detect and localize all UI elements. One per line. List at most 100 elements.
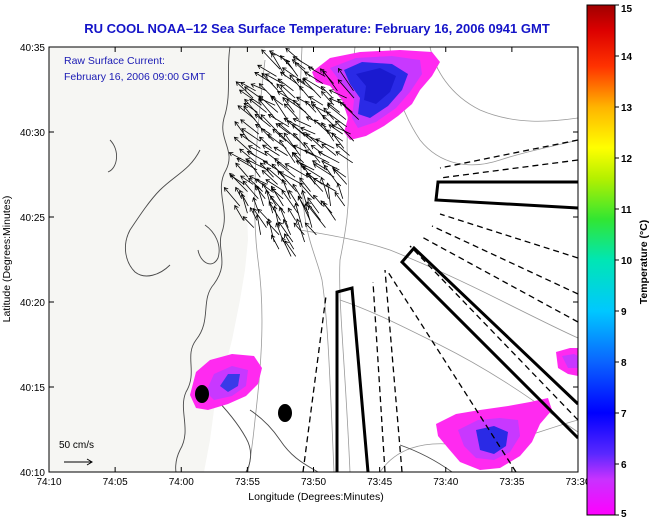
- current-vector: [277, 78, 294, 92]
- current-vector: [234, 204, 244, 221]
- current-vector: [335, 143, 350, 156]
- x-tick-label: 73:35: [499, 477, 524, 488]
- current-vector: [259, 136, 272, 149]
- current-vector: [273, 146, 288, 156]
- current-vector: [276, 161, 296, 178]
- current-vector: [302, 78, 322, 99]
- current-vector: [240, 119, 259, 135]
- current-vector: [279, 71, 297, 84]
- current-vector: [322, 70, 338, 92]
- current-vector: [259, 162, 274, 178]
- current-vector: [323, 202, 336, 221]
- y-axis-label: Latitude (Degrees:Minutes): [1, 196, 13, 323]
- x-tick-label: 73:55: [235, 477, 260, 488]
- current-vector: [281, 236, 292, 257]
- current-vector: [335, 120, 355, 142]
- current-vector: [305, 100, 317, 113]
- current-scale-arrow: [64, 458, 93, 466]
- colorbar-tick-label: 8: [621, 358, 627, 369]
- current-vector: [320, 85, 333, 99]
- current-vector: [278, 132, 296, 149]
- current-vector: [336, 182, 344, 199]
- current-vector: [326, 111, 347, 128]
- y-tick-label: 40:10: [20, 468, 45, 479]
- current-vector: [234, 120, 250, 142]
- colorbar-tick-label: 6: [621, 460, 627, 471]
- current-vector: [331, 124, 351, 135]
- current-vector: [288, 189, 299, 207]
- colorbar: [586, 4, 616, 516]
- current-vector: [268, 200, 281, 221]
- current-vector: [321, 160, 340, 171]
- current-vector: [285, 47, 302, 63]
- current-vector: [321, 90, 335, 106]
- current-vector: [257, 208, 269, 221]
- current-vector: [249, 98, 267, 113]
- y-tick-label: 40:15: [20, 383, 45, 394]
- current-vector: [307, 197, 320, 214]
- shipping-lane-dashed-lines: [302, 139, 578, 472]
- current-vector: [281, 189, 299, 214]
- current-vector: [257, 64, 277, 77]
- current-vector: [303, 203, 313, 228]
- current-vector: [291, 151, 305, 171]
- colorbar-ticks: 15 14 13 12 11 10 9 8 7 6 5: [615, 4, 633, 519]
- current-vector: [256, 185, 264, 207]
- current-vector: [293, 144, 314, 156]
- current-vector: [247, 145, 268, 156]
- current-vector: [243, 86, 261, 99]
- current-vector: [239, 133, 261, 149]
- colorbar-tick-label: 14: [621, 52, 633, 63]
- y-axis-ticks: 40:35 40:30 40:25 40:20 40:15 40:10: [20, 43, 578, 479]
- current-vector: [243, 102, 258, 113]
- current-vector: [294, 202, 303, 228]
- current-vector: [295, 160, 315, 171]
- current-vector: [285, 59, 299, 77]
- current-vector: [320, 176, 329, 199]
- current-vector: [295, 218, 305, 243]
- current-vector: [258, 95, 279, 113]
- current-vector: [299, 182, 314, 200]
- current-vector: [280, 84, 296, 99]
- colorbar-tick-label: 13: [621, 103, 633, 114]
- current-vector: [250, 83, 267, 92]
- current-vector: [284, 233, 295, 250]
- current-vector: [336, 98, 353, 113]
- current-vector: [229, 172, 248, 192]
- coastline: [107, 47, 453, 472]
- current-vector: [279, 139, 296, 164]
- current-vector: [282, 96, 295, 113]
- current-vector: [315, 138, 335, 149]
- map-plot-area: 50 cm/s Raw Surface Current: February 16…: [49, 47, 578, 472]
- current-vector: [260, 114, 281, 135]
- current-vector: [326, 104, 347, 120]
- current-vector: [300, 126, 316, 135]
- current-vector: [278, 122, 301, 142]
- y-tick-label: 40:35: [20, 43, 45, 54]
- current-vector: [267, 134, 287, 149]
- current-vector: [269, 195, 286, 214]
- y-tick-label: 40:30: [20, 128, 45, 139]
- buoy-marker: [195, 385, 209, 403]
- chart-title: RU COOL NOAA–12 Sea Surface Temperature:…: [84, 21, 550, 36]
- current-vector: [313, 194, 323, 207]
- current-vector: [307, 66, 326, 77]
- current-vector: [252, 208, 267, 228]
- current-vector: [276, 83, 289, 99]
- y-tick-label: 40:20: [20, 298, 45, 309]
- current-vector: [283, 132, 301, 156]
- colorbar-label: Temperature (°C): [638, 220, 650, 305]
- colorbar-tick-label: 10: [621, 256, 633, 267]
- colorbar-tick-label: 9: [621, 307, 627, 318]
- current-vector: [258, 83, 274, 99]
- current-vector: [260, 128, 274, 142]
- sst-patch-north: [312, 50, 440, 140]
- current-vector: [228, 151, 249, 164]
- x-axis-label: Longitude (Degrees:Minutes): [248, 491, 383, 503]
- current-vector: [244, 98, 263, 120]
- current-vector: [282, 218, 292, 235]
- current-vector: [283, 103, 300, 120]
- current-vector: [235, 81, 254, 99]
- current-vector: [243, 105, 261, 128]
- current-vector: [317, 151, 340, 164]
